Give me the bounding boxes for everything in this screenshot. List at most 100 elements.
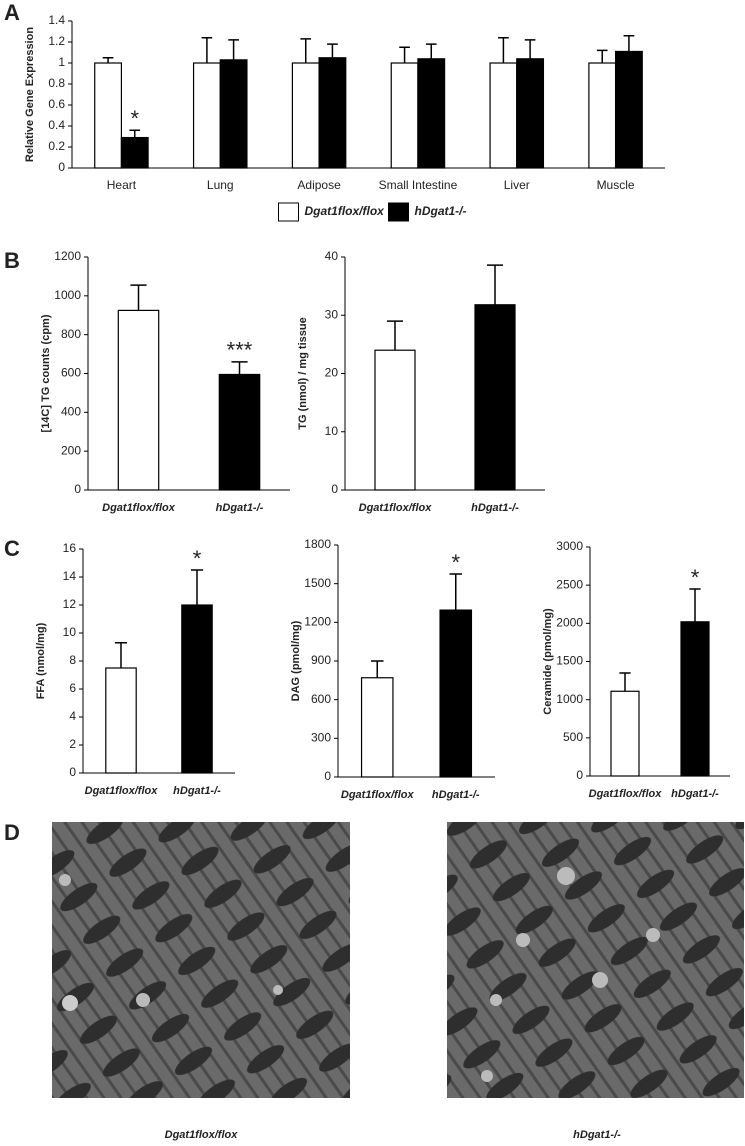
- error-bar: [231, 361, 248, 375]
- bar: [318, 57, 347, 169]
- y-tick-label: 800: [61, 327, 81, 341]
- x-tick-label: Small Intestine: [379, 178, 458, 192]
- bar: [192, 62, 221, 169]
- error-bar: [129, 129, 141, 138]
- y-tick-label: 40: [325, 249, 339, 263]
- legend-swatch: [388, 202, 409, 222]
- y-tick-label: 200: [61, 443, 81, 457]
- error-bar: [300, 38, 312, 63]
- error-bar: [102, 57, 114, 63]
- y-tick-label: 1500: [304, 576, 331, 590]
- error-bar: [524, 39, 536, 59]
- error-bar: [498, 37, 509, 63]
- y-tick-label: 12: [63, 597, 77, 611]
- bar: [117, 309, 160, 491]
- y-tick-label: 1: [58, 55, 65, 69]
- y-tick-label: 20: [325, 366, 339, 380]
- error-bar: [399, 46, 410, 63]
- panel-label: B: [4, 248, 20, 273]
- significance: *: [130, 106, 139, 131]
- y-tick-label: 0.6: [48, 97, 65, 111]
- panel-label: D: [4, 820, 20, 845]
- y-tick-label: 0: [576, 768, 583, 782]
- y-tick-label: 4: [69, 709, 76, 723]
- y-tick-label: 10: [325, 424, 339, 438]
- y-tick-label: 10: [63, 625, 77, 639]
- x-tick-label: Lung: [207, 178, 234, 192]
- y-axis-title: [14C] TG counts (cpm): [40, 314, 52, 432]
- y-axis-title: Ceramide (pmol/mg): [542, 608, 554, 715]
- micrograph: [447, 822, 744, 1098]
- image-caption: hDgat1-/-: [573, 1129, 621, 1141]
- bar: [474, 304, 516, 491]
- y-tick-label: 600: [61, 366, 81, 380]
- y-tick-label: 1200: [304, 615, 331, 629]
- x-tick-label: hDgat1-/-: [216, 502, 264, 514]
- bar: [614, 50, 643, 169]
- legend-label: hDgat1-/-: [415, 204, 467, 218]
- x-tick-label: hDgat1-/-: [671, 788, 719, 800]
- error-bar: [596, 49, 608, 63]
- bar: [94, 62, 123, 169]
- error-bar: [114, 642, 128, 668]
- panel-label: A: [4, 0, 20, 25]
- bar: [181, 604, 213, 774]
- y-tick-label: 2: [69, 737, 76, 751]
- error-bar: [623, 34, 635, 52]
- bar: [390, 62, 419, 169]
- y-tick-label: 1000: [54, 288, 81, 302]
- y-tick-label: 0: [74, 482, 81, 496]
- micrograph: [52, 822, 350, 1098]
- bar: [360, 677, 394, 778]
- x-tick-label: Dgat1flox/flox: [341, 789, 415, 801]
- y-tick-label: 300: [311, 731, 331, 745]
- error-bar: [201, 37, 213, 63]
- bar: [588, 62, 617, 169]
- y-tick-label: 1800: [304, 537, 331, 551]
- bar: [218, 373, 261, 491]
- x-tick-label: Heart: [107, 178, 137, 192]
- y-tick-label: 2000: [556, 616, 583, 630]
- x-tick-label: Dgat1flox/flox: [359, 502, 433, 514]
- x-tick-label: hDgat1-/-: [432, 789, 480, 801]
- y-tick-label: 6: [69, 681, 76, 695]
- error-bar: [327, 43, 338, 58]
- y-tick-label: 30: [325, 307, 339, 321]
- error-bar: [449, 573, 463, 611]
- bar: [219, 59, 248, 169]
- panel-label: C: [4, 536, 20, 561]
- bar: [105, 667, 137, 774]
- x-tick-label: Dgat1flox/flox: [589, 788, 663, 800]
- x-tick-label: Dgat1flox/flox: [102, 502, 176, 514]
- y-tick-label: 0.2: [48, 139, 65, 153]
- error-bar: [487, 264, 503, 305]
- y-tick-label: 16: [63, 541, 77, 555]
- significance: ***: [227, 338, 253, 363]
- bar: [417, 58, 446, 169]
- bar: [439, 609, 473, 778]
- error-bar: [370, 660, 384, 678]
- y-tick-label: 900: [311, 653, 331, 667]
- y-tick-label: 0.4: [48, 118, 65, 132]
- error-bar: [425, 43, 437, 59]
- error-bar: [689, 588, 701, 622]
- x-tick-label: Muscle: [597, 178, 635, 192]
- bar: [516, 58, 545, 169]
- y-tick-label: 600: [311, 692, 331, 706]
- error-bar: [130, 284, 147, 311]
- x-tick-label: Dgat1flox/flox: [85, 785, 159, 797]
- y-tick-label: 400: [61, 405, 81, 419]
- error-bar: [387, 320, 403, 351]
- x-tick-label: hDgat1-/-: [471, 502, 519, 514]
- bar: [489, 62, 518, 169]
- bar: [291, 62, 320, 169]
- y-tick-label: 3000: [556, 539, 583, 553]
- bar: [680, 621, 710, 777]
- y-axis-title: DAG (pmol/mg): [290, 620, 302, 701]
- y-axis-title: TG (nmol) / mg tissue: [297, 317, 309, 429]
- error-bar: [190, 569, 204, 605]
- y-axis-title: Relative Gene Expression: [24, 27, 36, 162]
- y-tick-label: 0.8: [48, 76, 65, 90]
- y-tick-label: 0: [58, 160, 65, 174]
- image-caption: Dgat1flox/flox: [165, 1129, 239, 1141]
